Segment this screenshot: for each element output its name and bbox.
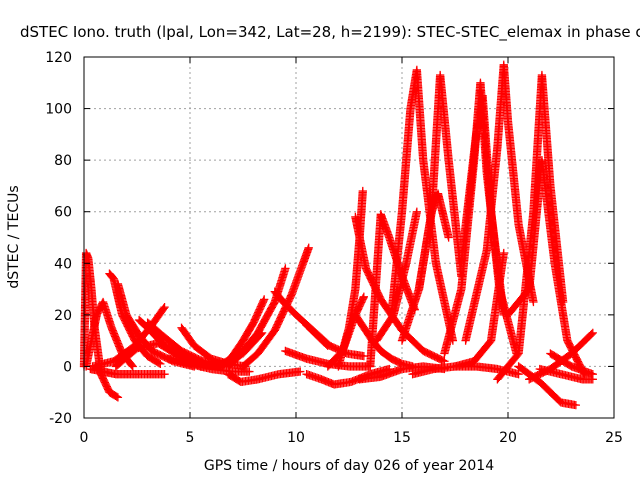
data-series <box>351 310 417 371</box>
data-point <box>359 351 368 361</box>
y-tick-labels: -20 0 20 40 60 80 100 120 <box>45 50 72 427</box>
data-series <box>81 297 137 371</box>
data-points <box>79 60 597 410</box>
y-axis-label: dSTEC / TECUs <box>6 185 22 288</box>
data-series <box>302 321 332 350</box>
x-tick-label: 20 <box>499 430 517 446</box>
data-series <box>366 210 419 371</box>
y-tick-label: 60 <box>54 205 72 221</box>
data-point <box>259 296 268 305</box>
x-tick-label: 15 <box>393 430 411 446</box>
data-point <box>499 248 508 258</box>
y-tick-label: 80 <box>54 153 72 169</box>
data-point <box>322 340 331 349</box>
y-tick-label: 100 <box>45 102 72 118</box>
data-point <box>245 367 254 376</box>
data-point <box>281 264 290 273</box>
data-series <box>224 264 290 371</box>
data-point <box>359 292 368 301</box>
x-tick-label: 5 <box>186 430 195 446</box>
y-tick-label: 0 <box>63 359 72 375</box>
data-point <box>438 356 448 365</box>
x-tick-labels: 0 5 10 15 20 25 <box>80 430 623 446</box>
data-point <box>304 243 313 252</box>
data-point <box>128 362 137 371</box>
x-tick-label: 0 <box>80 430 89 446</box>
data-series <box>217 295 269 371</box>
data-point <box>113 393 123 402</box>
data-point <box>159 304 168 313</box>
chart-title: dSTEC Iono. truth (lpal, Lon=342, Lat=28… <box>20 23 640 42</box>
data-series <box>238 243 313 371</box>
x-tick-label: 10 <box>287 430 305 446</box>
data-point <box>112 392 121 401</box>
x-axis-label: GPS time / hours of day 026 of year 2014 <box>204 458 494 474</box>
data-series <box>351 212 449 366</box>
data-point <box>359 294 368 303</box>
data-series <box>224 367 305 387</box>
data-point <box>127 361 136 370</box>
y-tick-label: 120 <box>45 50 72 66</box>
data-point <box>296 367 305 376</box>
y-tick-label: 20 <box>54 308 72 324</box>
data-series <box>334 186 367 371</box>
x-tick-label: 25 <box>605 430 623 446</box>
y-tick-label: 40 <box>54 256 72 272</box>
data-point <box>160 370 169 379</box>
data-point <box>160 302 169 312</box>
data-point <box>260 295 269 304</box>
data-point <box>323 341 332 350</box>
data-point <box>412 207 421 216</box>
data-point <box>358 186 367 196</box>
data-point <box>154 358 164 368</box>
data-point <box>156 359 165 368</box>
y-tick-label: -20 <box>49 411 72 427</box>
